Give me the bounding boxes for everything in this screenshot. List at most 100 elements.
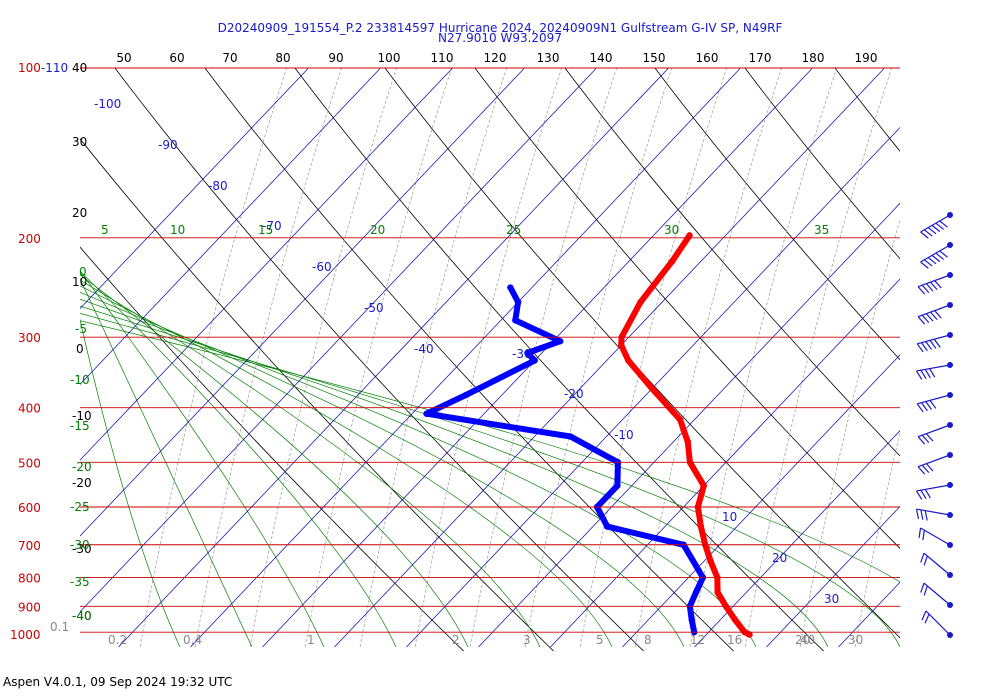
wind-barb-feather — [925, 341, 933, 350]
dry-adiabat — [474, 68, 900, 549]
dewpoint-profile-point — [604, 523, 611, 530]
wind-barb-feather — [917, 436, 926, 445]
height-label: 20 — [72, 206, 87, 220]
temperature-profile-point — [637, 298, 644, 306]
isotherm-label: 20 — [772, 551, 787, 565]
mixing-ratio-line — [80, 279, 541, 648]
temperature-profile-point — [700, 482, 707, 489]
wind-barb-station — [947, 632, 953, 638]
bottom-tick-label: 0.2 — [108, 633, 127, 647]
temperature-profile — [618, 232, 753, 638]
moist-adiabat — [414, 68, 563, 648]
wind-barb-staff — [917, 454, 951, 468]
wind-barb-feather — [929, 400, 937, 409]
moist-adiabat — [799, 218, 900, 648]
wind-barb-staff — [917, 394, 951, 405]
wind-barb-feather — [923, 585, 928, 596]
dewpoint-profile-point — [423, 410, 430, 417]
isotherm-line — [80, 68, 526, 537]
mixing-ratio-left-label: -25 — [70, 500, 90, 514]
wind-barb-feather — [924, 259, 933, 267]
wind-barb-feather — [917, 316, 926, 325]
mixing-ratio-left-label: -20 — [72, 460, 92, 474]
isotherm-line — [766, 505, 900, 648]
bottom-tick-label: 16 — [727, 633, 742, 647]
mixing-ratio-left-label: -40 — [72, 609, 92, 623]
wind-barb-staff — [917, 274, 951, 288]
wind-barb-staff — [920, 244, 951, 263]
temperature-profile-point — [625, 357, 632, 364]
wind-barb-feather — [924, 489, 931, 499]
wind-barb-layer — [915, 212, 953, 638]
top-tick-label: 100 — [378, 51, 401, 65]
mixing-ratio-line — [80, 277, 253, 648]
wind-barb-feather — [920, 261, 929, 269]
top-tick-label: 110 — [431, 51, 454, 65]
top-tick-label: 180 — [802, 51, 825, 65]
dewpoint-profile-point — [462, 391, 470, 399]
dry-adiabat — [294, 68, 825, 651]
wind-barb-station — [947, 332, 953, 338]
temperature-profile-point — [707, 558, 714, 565]
moist-adiabat — [359, 68, 508, 648]
wind-barb-feather — [924, 613, 930, 624]
temperature-profile-point — [618, 342, 625, 349]
isotherm-label: -10 — [614, 428, 634, 442]
top-tick-label: 70 — [222, 51, 237, 65]
wind-barb-station — [947, 482, 953, 488]
wind-barb-feather — [933, 338, 941, 348]
temperature-profile-point — [684, 438, 691, 446]
wind-barb-feather — [924, 510, 928, 521]
isotherm-line — [80, 68, 310, 310]
dry-adiabat — [80, 246, 465, 651]
wind-barb-feather — [917, 286, 926, 295]
top-tick-label: 90 — [328, 51, 343, 65]
wind-barb-staff — [917, 304, 951, 318]
moist-adiabat — [579, 68, 728, 648]
mixing-ratio-left-label: -30 — [70, 538, 90, 552]
isotherm-label: -90 — [158, 138, 178, 152]
wind-barb-feather — [921, 464, 930, 474]
dewpoint-profile-point — [567, 433, 574, 440]
wind-barb-feather — [921, 314, 930, 324]
mixing-ratio-line — [80, 313, 900, 648]
top-tick-label: 160 — [696, 51, 719, 65]
mixing-ratio-line — [80, 291, 685, 648]
mixing-ratio-label: 30 — [664, 223, 679, 237]
top-tick-label: 140 — [590, 51, 613, 65]
wind-barb-feather — [925, 433, 934, 442]
height-label: 10 — [72, 275, 87, 289]
dry-adiabat — [834, 68, 900, 152]
wind-barb-feather — [918, 527, 922, 538]
isotherm-line — [80, 68, 598, 613]
temperature-profile-point — [731, 616, 739, 623]
dewpoint-profile-point — [531, 357, 538, 364]
wind-barb-staff — [916, 364, 951, 372]
pressure-label: 800 — [18, 571, 41, 585]
title-line-1: D20240909_191554_P.2 233814597 Hurricane… — [217, 21, 783, 35]
temperature-profile-point — [676, 416, 684, 423]
top-tick-label: 50 — [116, 51, 131, 65]
wind-barb-feather — [921, 610, 927, 621]
isotherm-line — [334, 68, 886, 648]
mixing-ratio-line — [80, 274, 469, 648]
dry-adiabat — [204, 68, 735, 651]
bottom-tick-label: 3 — [523, 633, 531, 647]
isotherm-line — [262, 68, 814, 648]
isotherm-label: -80 — [208, 179, 228, 193]
moist-adiabat — [689, 68, 838, 648]
wind-barb-staff — [920, 527, 951, 546]
wind-barb-feather — [925, 463, 934, 472]
isotherm-line — [694, 430, 900, 648]
mixing-ratio-line — [80, 298, 757, 648]
temperature-profile-point — [697, 523, 705, 530]
isotherm-line — [80, 68, 382, 385]
mixing-ratio-line — [80, 270, 325, 648]
isotherm-label: -60 — [312, 260, 332, 274]
dewpoint-profile-point — [512, 317, 519, 324]
mixing-ratio-line — [80, 320, 900, 583]
pressure-label: 100-110 — [18, 61, 68, 75]
wind-barb-feather — [916, 370, 923, 380]
moist-adiabat — [744, 68, 893, 648]
